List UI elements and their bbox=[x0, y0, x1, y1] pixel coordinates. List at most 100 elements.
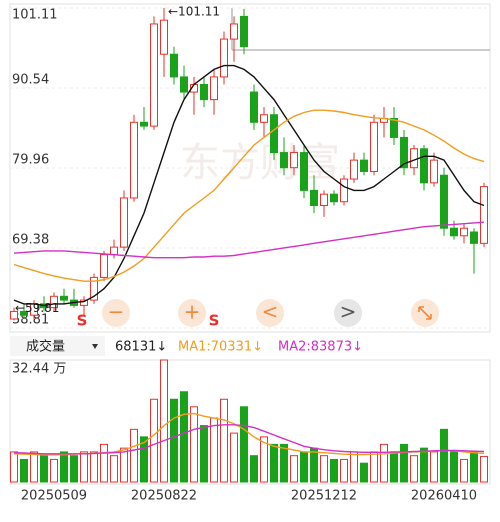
tool-button-label[interactable]: > bbox=[340, 300, 357, 324]
volume-bar bbox=[240, 406, 248, 483]
volume-bar bbox=[420, 447, 428, 483]
candle-body bbox=[230, 23, 238, 40]
volume-bar bbox=[380, 443, 388, 483]
volume-bar bbox=[440, 428, 448, 483]
volume-ma1: MA1:70331↓ bbox=[178, 340, 263, 355]
volume-frame bbox=[9, 359, 491, 485]
volume-ma2: MA2:83873↓ bbox=[278, 340, 363, 355]
volume-bar bbox=[150, 398, 158, 483]
volume-bar bbox=[90, 451, 98, 483]
volume-bar bbox=[20, 458, 28, 483]
volume-bar bbox=[350, 451, 358, 483]
candle-body bbox=[330, 193, 338, 203]
volume-bar bbox=[80, 451, 88, 483]
candle-body bbox=[150, 23, 158, 127]
candle-body bbox=[470, 231, 478, 244]
volume-bar bbox=[60, 451, 68, 483]
candle-body bbox=[400, 136, 408, 169]
volume-bar bbox=[210, 417, 218, 483]
candle-body bbox=[390, 118, 398, 138]
candle-body bbox=[460, 227, 468, 237]
candle-body bbox=[50, 295, 58, 309]
candle-body bbox=[80, 299, 88, 306]
volume-bar bbox=[290, 455, 298, 483]
tool-button-label[interactable]: < bbox=[262, 300, 279, 324]
volume-bar bbox=[470, 451, 478, 483]
candle-body bbox=[250, 91, 258, 123]
candle-body bbox=[100, 254, 108, 278]
volume-bar bbox=[170, 398, 178, 483]
y-tick-label: 101.11 bbox=[12, 8, 58, 23]
candle-body bbox=[200, 83, 208, 101]
high-label: ←101.11 bbox=[168, 5, 220, 19]
candle-body bbox=[60, 295, 68, 301]
volume-bar bbox=[370, 451, 378, 483]
candle-body bbox=[220, 38, 228, 78]
candle-body bbox=[430, 159, 438, 184]
volume-bar bbox=[270, 443, 278, 483]
volume-bar bbox=[360, 462, 368, 483]
signal-marker: S bbox=[209, 312, 220, 330]
candle-body bbox=[350, 159, 358, 180]
candle-body bbox=[10, 310, 18, 320]
dropdown-arrow[interactable] bbox=[92, 344, 98, 349]
volume-bar bbox=[220, 398, 228, 483]
watermark: 东方财富 bbox=[180, 140, 340, 186]
volume-bar bbox=[200, 425, 208, 483]
candle-body bbox=[410, 148, 418, 169]
ma-line bbox=[13, 64, 485, 307]
tool-button[interactable] bbox=[256, 299, 284, 327]
candle-body bbox=[130, 121, 138, 199]
volume-bar bbox=[480, 455, 488, 483]
x-tick-label: 20250822 bbox=[131, 489, 197, 504]
candle-body bbox=[260, 114, 268, 123]
candle-body bbox=[420, 148, 428, 184]
volume-bar bbox=[340, 458, 348, 483]
volume-bar bbox=[450, 451, 458, 483]
volume-bar bbox=[310, 447, 318, 483]
y-tick-label: 69.38 bbox=[12, 233, 49, 248]
candle-body bbox=[370, 121, 378, 172]
volume-selector[interactable] bbox=[10, 336, 105, 356]
volume-bar bbox=[430, 451, 438, 483]
candle-body bbox=[320, 193, 328, 207]
volume-bar bbox=[30, 451, 38, 483]
x-tick-label: 20260410 bbox=[411, 489, 477, 504]
tool-button-label[interactable]: + bbox=[184, 300, 201, 324]
tool-button[interactable] bbox=[102, 299, 130, 327]
volume-bar bbox=[120, 447, 128, 483]
candle-body bbox=[440, 174, 448, 229]
volume-bar bbox=[300, 451, 308, 483]
volume-selector-label[interactable]: 成交量 bbox=[26, 339, 65, 355]
volume-bar bbox=[110, 455, 118, 483]
candle-body bbox=[160, 19, 168, 55]
expand-icon[interactable] bbox=[418, 306, 432, 320]
volume-bar bbox=[400, 443, 408, 483]
ma-line bbox=[13, 221, 485, 259]
tool-button-label[interactable]: − bbox=[108, 300, 125, 324]
volume-bar bbox=[390, 451, 398, 483]
volume-bar bbox=[460, 458, 468, 483]
candle-body bbox=[480, 186, 488, 244]
volume-bar bbox=[190, 406, 198, 483]
candle-body bbox=[300, 152, 308, 191]
volume-bar bbox=[230, 432, 238, 483]
y-tick-label: 79.96 bbox=[12, 153, 49, 168]
volume-bar bbox=[40, 455, 48, 483]
volume-bar bbox=[280, 443, 288, 483]
y-tick-label: 90.54 bbox=[12, 72, 49, 87]
volume-bar bbox=[130, 428, 138, 483]
candle-body bbox=[450, 227, 458, 237]
volume-ma-line bbox=[13, 424, 485, 455]
volume-current: 68131↓ bbox=[115, 340, 167, 355]
x-tick-label: 20250509 bbox=[21, 489, 87, 504]
volume-tick-label: 32.44 万 bbox=[12, 362, 66, 377]
tool-button[interactable] bbox=[334, 299, 362, 327]
tool-button[interactable] bbox=[178, 299, 206, 327]
ma-line bbox=[13, 109, 485, 282]
volume-bar bbox=[100, 443, 108, 483]
candle-body bbox=[270, 114, 278, 154]
candle-body bbox=[110, 246, 118, 256]
signal-marker: S bbox=[77, 312, 88, 330]
